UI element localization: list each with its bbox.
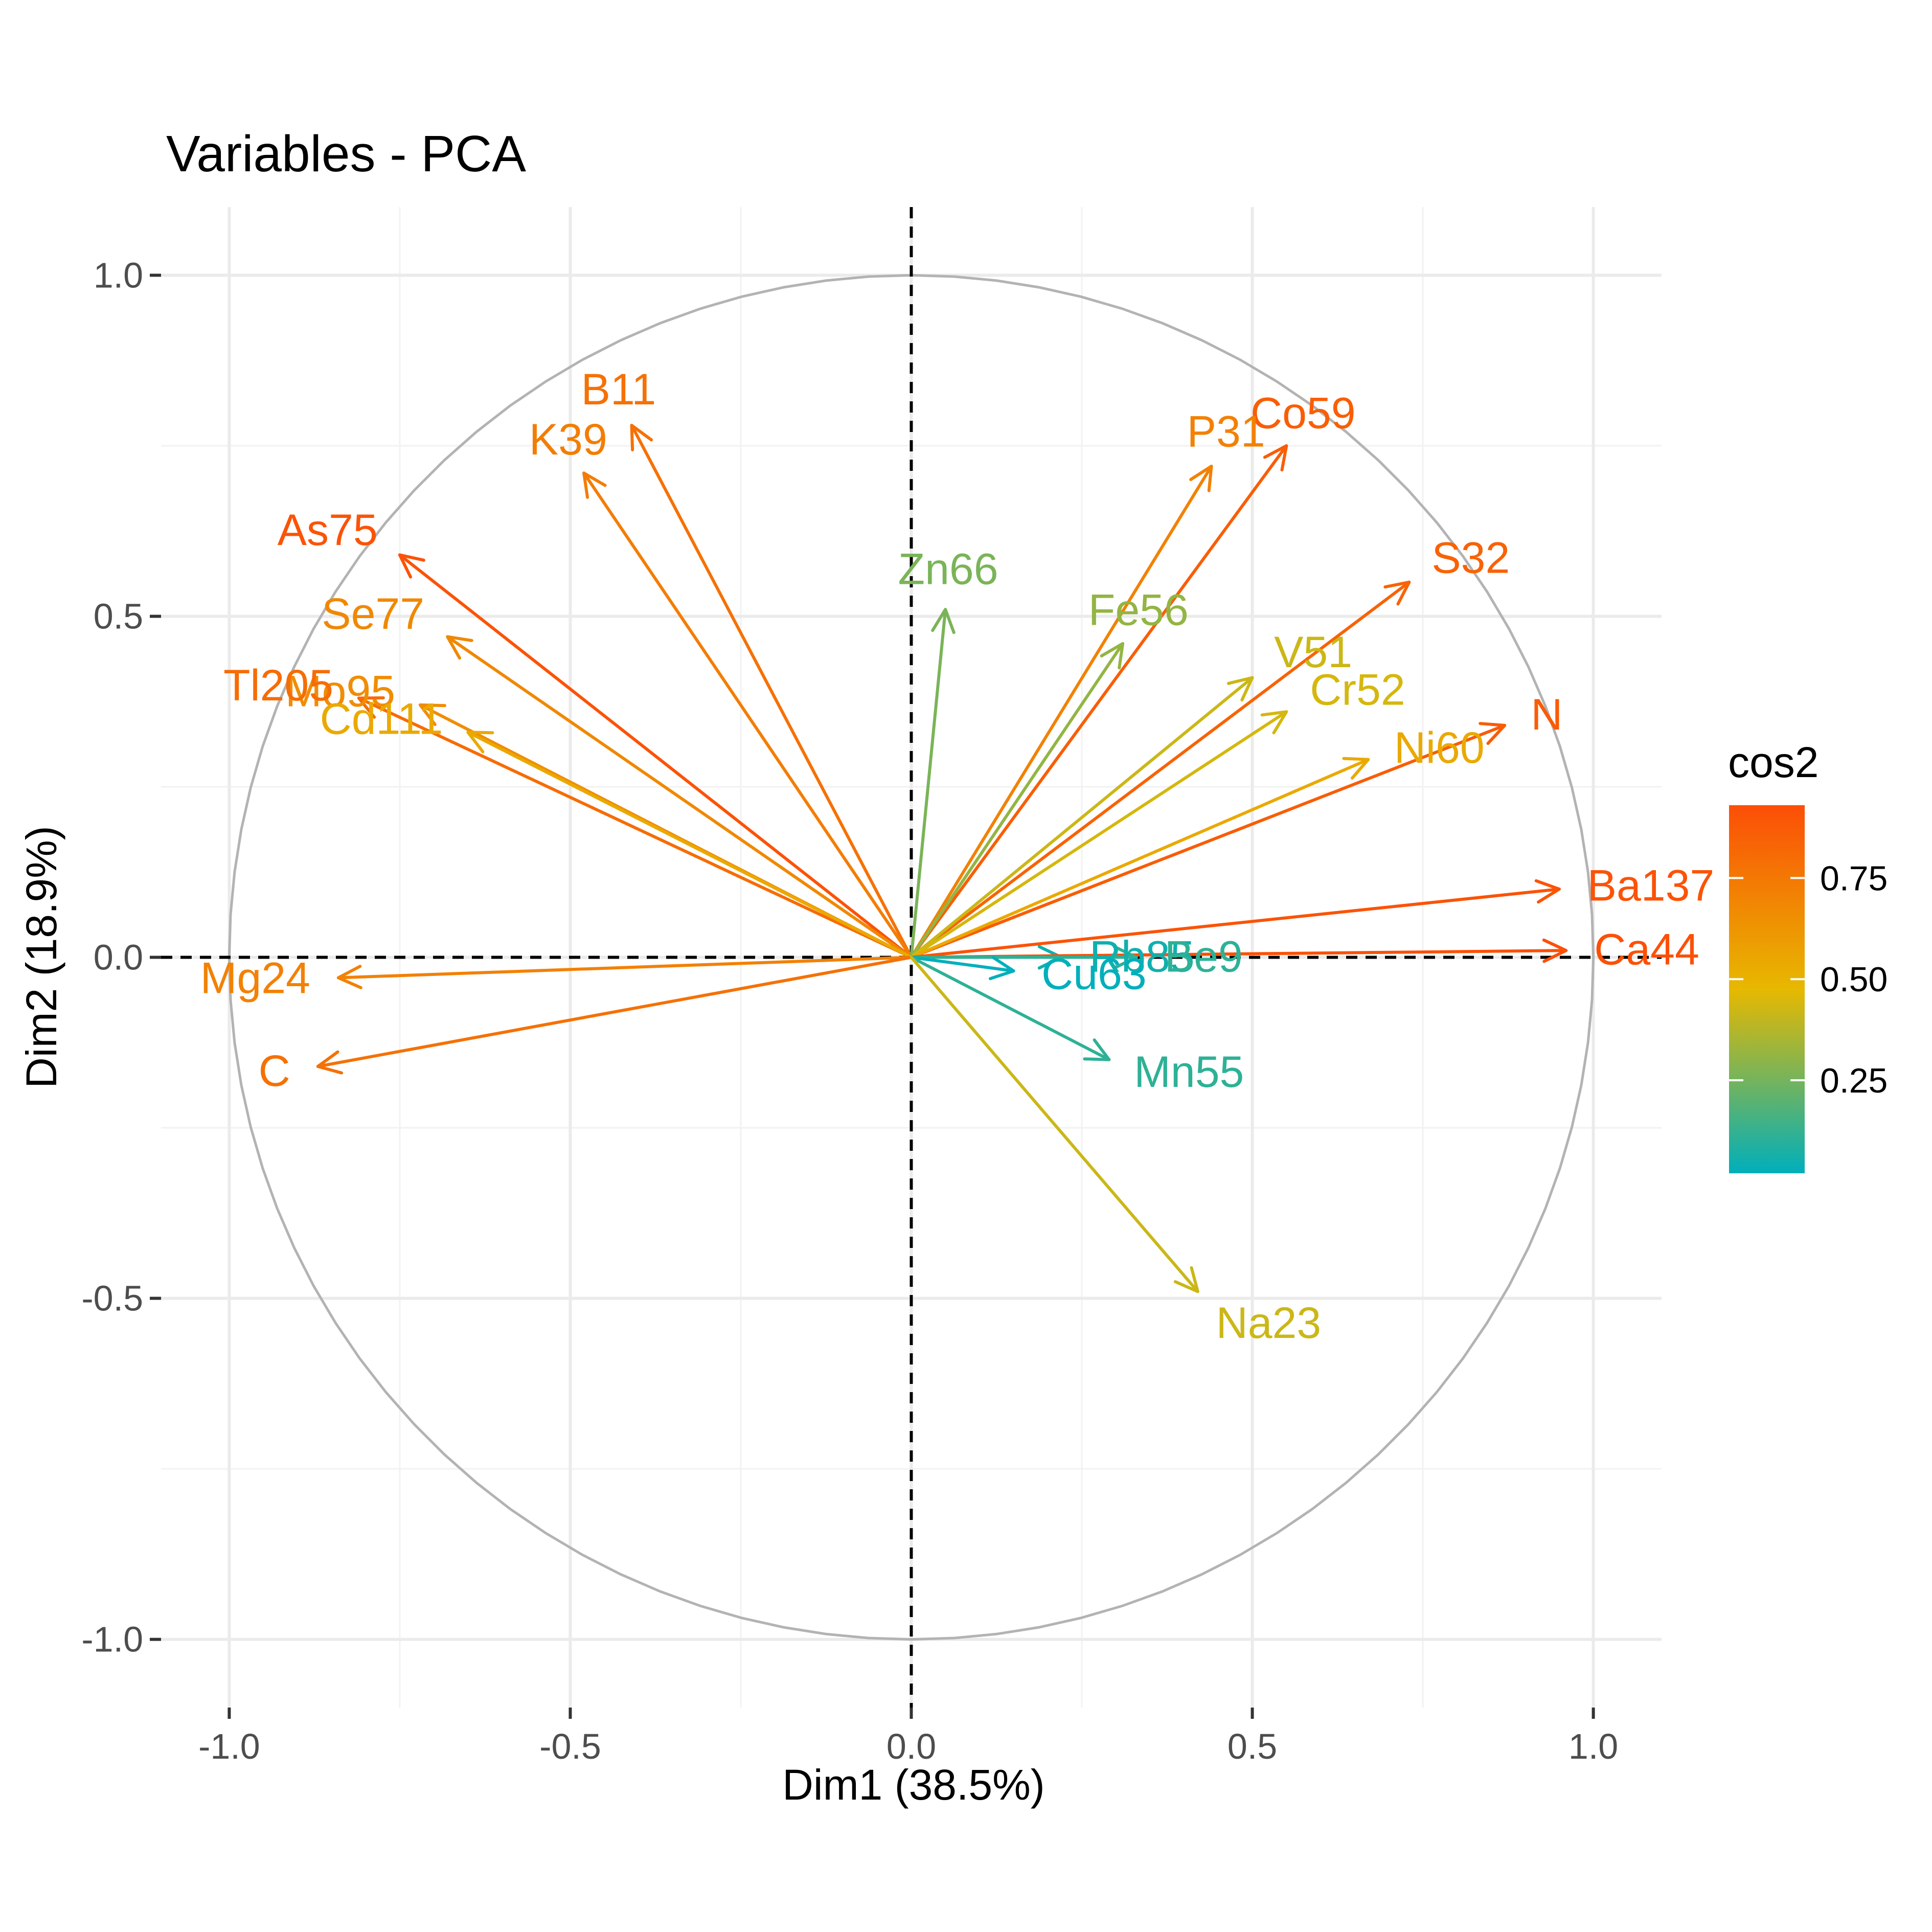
legend-tick-label: 0.50 (1820, 960, 1888, 999)
legend-tick-label: 0.25 (1820, 1061, 1888, 1100)
label-cu63: Cu63 (1041, 949, 1147, 998)
arrow-s32 (910, 580, 1411, 959)
label-fe56: Fe56 (1088, 585, 1189, 634)
y-tick-label: 0.5 (94, 596, 143, 636)
y-axis-label: Dim2 (18.9%) (17, 826, 65, 1088)
label-zn66: Zn66 (898, 544, 998, 594)
arrow-be9 (910, 945, 1138, 970)
label-co59: Co59 (1251, 389, 1356, 438)
label-n: N (1531, 690, 1562, 739)
x-axis-ticks: -1.0 -0.5 0.0 0.5 1.0 (198, 1708, 1618, 1766)
chart-title: Variables - PCA (166, 125, 526, 183)
arrow-fe56 (910, 642, 1125, 959)
label-be9: Be9 (1165, 933, 1243, 982)
label-k39: K39 (529, 415, 607, 464)
label-se77: Se77 (322, 589, 424, 639)
arrow-co59 (910, 444, 1288, 959)
x-axis-label: Dim1 (38.5%) (782, 1761, 1044, 1809)
arrow-mg24 (336, 956, 913, 989)
legend-tick-label: 0.75 (1820, 859, 1888, 898)
arrow-tl205 (357, 696, 913, 959)
arrow-zn66 (910, 608, 956, 959)
label-as75: As75 (278, 506, 378, 555)
label-s32: S32 (1431, 534, 1510, 583)
y-tick-label: 1.0 (94, 255, 143, 295)
label-ba137: Ba137 (1587, 861, 1715, 910)
label-ni60: Ni60 (1394, 723, 1485, 772)
label-b11: B11 (581, 365, 656, 414)
label-mo95: Mo95 (285, 667, 395, 716)
label-rb85: Rb85 (1089, 933, 1195, 982)
arrow-ba137 (910, 879, 1561, 959)
legend-title: cos2 (1728, 738, 1819, 786)
arrow-cr52 (910, 710, 1288, 959)
arrow-as75 (398, 553, 913, 959)
x-tick-label: 1.0 (1569, 1726, 1618, 1766)
x-tick-label: 0.0 (887, 1726, 936, 1766)
label-c: C (259, 1047, 290, 1096)
arrow-se77 (446, 635, 913, 959)
legend-ticks: 0.25 0.50 0.75 (1729, 859, 1888, 1100)
label-mg24: Mg24 (200, 953, 310, 1003)
arrow-cd111 (466, 731, 913, 959)
arrow-c (316, 956, 913, 1075)
x-tick-label: -0.5 (539, 1726, 601, 1766)
label-cr52: Cr52 (1310, 665, 1405, 714)
y-tick-label: -0.5 (81, 1279, 143, 1319)
label-v51: V51 (1274, 628, 1352, 677)
label-cd111: Cd111 (320, 694, 443, 743)
arrow-k39 (582, 471, 913, 959)
legend-colorbar (1729, 805, 1805, 1173)
arrow-mn55 (910, 956, 1111, 1061)
label-ca44: Ca44 (1594, 925, 1699, 974)
label-mn55: Mn55 (1134, 1048, 1244, 1097)
variable-arrows (316, 423, 1568, 1293)
y-tick-label: -1.0 (81, 1620, 143, 1660)
arrow-cu63 (910, 956, 1015, 981)
arrow-v51 (910, 676, 1254, 959)
cos2-legend: cos2 0.25 0.50 0.75 (1728, 738, 1888, 1173)
label-p31: P31 (1187, 407, 1265, 457)
arrow-ni60 (910, 757, 1370, 959)
arrow-b11 (630, 423, 913, 959)
arrow-na23 (910, 956, 1199, 1293)
label-tl205: Tl205 (223, 661, 333, 710)
y-axis-ticks: -1.0 -0.5 0.0 0.5 1.0 (81, 255, 161, 1660)
variable-labels: B11 Co59 As75 K39 P31 Zn66 Se77 Fe56 S32 V51 Mo95T… (200, 365, 1715, 1348)
x-tick-label: -1.0 (198, 1726, 260, 1766)
arrow-p31 (910, 464, 1213, 959)
zero-reference-lines (161, 207, 1662, 1708)
arrow-n (910, 722, 1507, 959)
x-tick-label: 0.5 (1228, 1726, 1277, 1766)
y-tick-label: 0.0 (94, 938, 143, 978)
label-na23: Na23 (1216, 1299, 1322, 1348)
